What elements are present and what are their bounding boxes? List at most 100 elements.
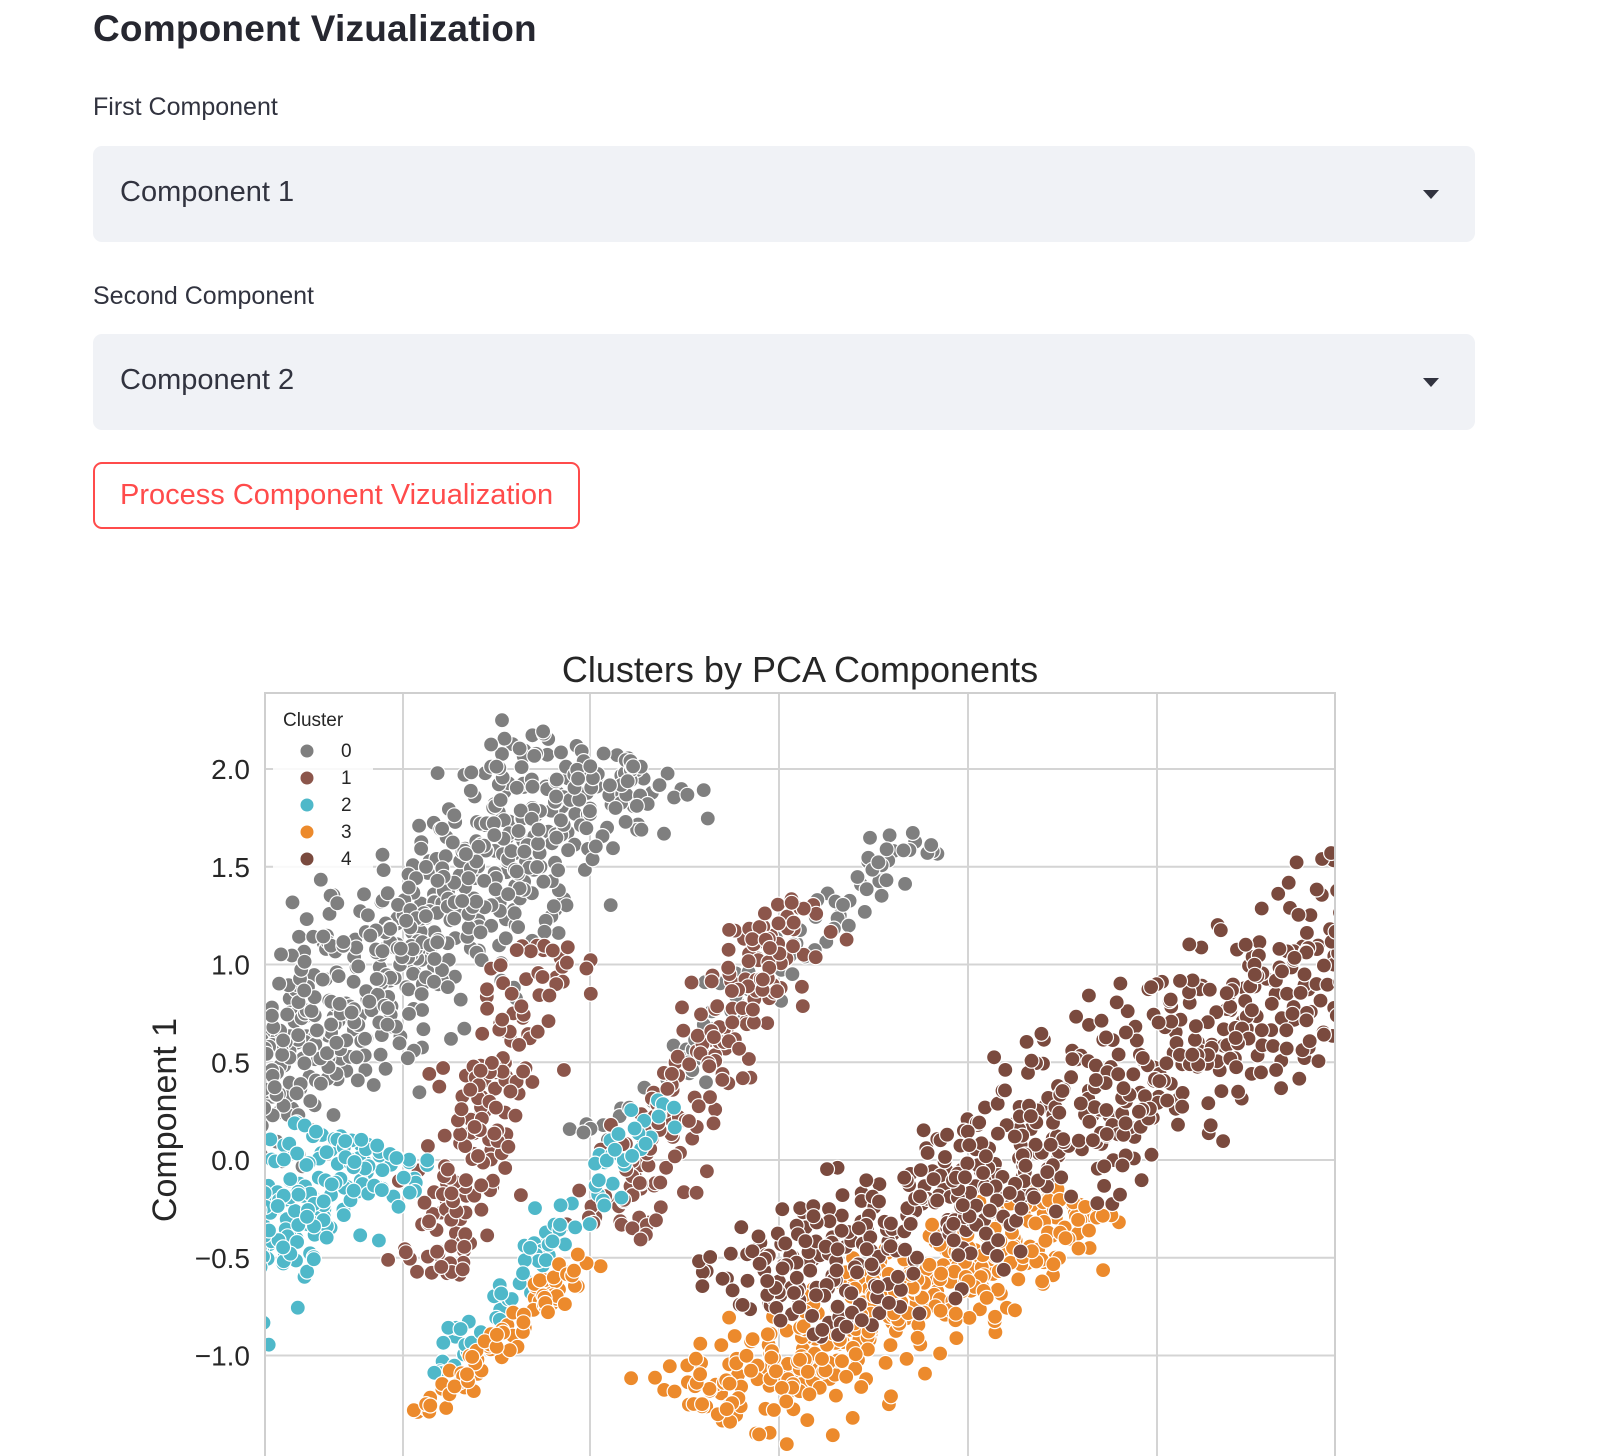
data-point-cluster-4	[1251, 934, 1268, 951]
data-point-cluster-0	[243, 1025, 258, 1040]
data-point-cluster-3	[844, 1409, 861, 1427]
legend-marker-0	[299, 743, 315, 759]
data-point-cluster-2	[131, 1344, 146, 1359]
data-point-cluster-4	[1280, 874, 1297, 891]
data-point-cluster-0	[315, 928, 332, 945]
data-point-cluster-1	[541, 987, 558, 1004]
data-point-cluster-0	[183, 1124, 198, 1139]
data-point-cluster-2	[171, 1259, 186, 1274]
data-point-cluster-2	[221, 1315, 236, 1330]
data-point-cluster-1	[419, 1137, 436, 1155]
data-point-cluster-0	[236, 1023, 251, 1038]
process-visualization-button[interactable]: Process Component Vizualization	[93, 462, 581, 529]
data-point-cluster-2	[171, 1256, 186, 1271]
data-point-cluster-0	[633, 821, 650, 838]
data-point-cluster-0	[192, 1111, 207, 1126]
data-point-cluster-4	[1352, 939, 1367, 954]
data-point-cluster-4	[1329, 882, 1335, 899]
data-point-cluster-4	[1370, 905, 1385, 920]
data-point-cluster-0	[318, 1045, 336, 1062]
data-point-cluster-4	[997, 1061, 1014, 1078]
data-point-cluster-1	[524, 1073, 541, 1091]
first-component-select[interactable]: Component 1	[93, 146, 1475, 242]
data-point-cluster-4	[1488, 813, 1503, 828]
data-point-cluster-4	[911, 1305, 928, 1322]
data-point-cluster-0	[549, 862, 567, 879]
data-point-cluster-2	[161, 1234, 176, 1249]
data-point-cluster-2	[146, 1269, 161, 1284]
legend-marker-1	[299, 770, 315, 786]
data-point-cluster-2	[54, 1407, 69, 1422]
data-point-cluster-0	[400, 879, 417, 896]
data-point-cluster-4	[1579, 837, 1594, 852]
data-point-cluster-4	[869, 1278, 887, 1295]
data-point-cluster-2	[162, 1309, 177, 1324]
data-point-cluster-4	[945, 1232, 962, 1249]
data-point-cluster-2	[419, 1152, 436, 1169]
data-point-cluster-2	[165, 1240, 180, 1255]
data-point-cluster-3	[898, 1350, 915, 1368]
data-point-cluster-2	[87, 1360, 102, 1375]
data-point-cluster-2	[232, 1201, 247, 1216]
data-point-cluster-0	[904, 824, 921, 841]
data-point-cluster-2	[150, 1267, 165, 1282]
data-point-cluster-2	[193, 1318, 208, 1333]
data-point-cluster-4	[1350, 867, 1365, 882]
data-point-cluster-4	[870, 1193, 888, 1210]
data-point-cluster-4	[896, 1169, 913, 1186]
y-tick-label: 0.0	[211, 1145, 250, 1176]
data-point-cluster-2	[227, 1278, 242, 1293]
data-point-cluster-2	[137, 1300, 152, 1315]
data-point-cluster-4	[1439, 853, 1454, 868]
data-point-cluster-4	[1111, 1186, 1129, 1203]
data-point-cluster-4	[1319, 976, 1335, 993]
second-component-select[interactable]: Component 2	[93, 334, 1475, 430]
data-point-cluster-3	[1045, 1256, 1062, 1273]
data-point-cluster-0	[530, 821, 547, 838]
data-point-cluster-2	[138, 1269, 153, 1284]
data-point-cluster-1	[673, 999, 691, 1016]
data-point-cluster-4	[1394, 936, 1409, 951]
data-point-cluster-2	[176, 1244, 191, 1259]
data-point-cluster-0	[452, 991, 469, 1008]
data-point-cluster-2	[83, 1329, 98, 1344]
data-point-cluster-2	[102, 1342, 117, 1357]
data-point-cluster-2	[298, 1208, 316, 1225]
data-point-cluster-3	[556, 1295, 574, 1313]
data-point-cluster-4	[954, 1196, 971, 1214]
data-point-cluster-2	[127, 1327, 142, 1342]
data-point-cluster-3	[778, 1435, 795, 1453]
data-point-cluster-4	[1150, 1014, 1167, 1031]
data-point-cluster-1	[689, 1027, 706, 1044]
data-point-cluster-4	[1496, 907, 1511, 922]
data-point-cluster-4	[1490, 839, 1505, 854]
data-point-cluster-0	[368, 970, 385, 988]
data-point-cluster-3	[738, 1347, 755, 1364]
data-point-cluster-4	[1388, 928, 1403, 943]
data-point-cluster-1	[632, 1231, 649, 1248]
data-point-cluster-4	[1536, 837, 1551, 852]
data-point-cluster-0	[379, 1016, 396, 1033]
data-point-cluster-0	[279, 1006, 296, 1023]
data-point-cluster-3	[763, 1349, 780, 1366]
data-point-cluster-4	[1464, 853, 1479, 868]
second-component-value: Component 2	[120, 364, 295, 396]
data-point-cluster-0	[604, 840, 622, 857]
data-point-cluster-3	[791, 1351, 809, 1368]
data-point-cluster-2	[92, 1376, 107, 1391]
data-point-cluster-2	[223, 1273, 238, 1288]
data-point-cluster-4	[1134, 1049, 1151, 1067]
data-point-cluster-2	[139, 1339, 154, 1354]
data-point-cluster-4	[1343, 948, 1358, 963]
data-point-cluster-4	[981, 1202, 998, 1219]
data-point-cluster-2	[201, 1301, 216, 1316]
data-point-cluster-2	[104, 1345, 119, 1360]
data-point-cluster-4	[1110, 1046, 1127, 1063]
data-point-cluster-4	[774, 1260, 791, 1277]
data-point-cluster-4	[1228, 1059, 1245, 1076]
data-point-cluster-3	[767, 1363, 785, 1380]
data-point-cluster-2	[66, 1346, 81, 1361]
data-point-cluster-2	[58, 1357, 73, 1372]
data-point-cluster-3	[882, 1336, 899, 1354]
data-point-cluster-1	[529, 1023, 546, 1040]
